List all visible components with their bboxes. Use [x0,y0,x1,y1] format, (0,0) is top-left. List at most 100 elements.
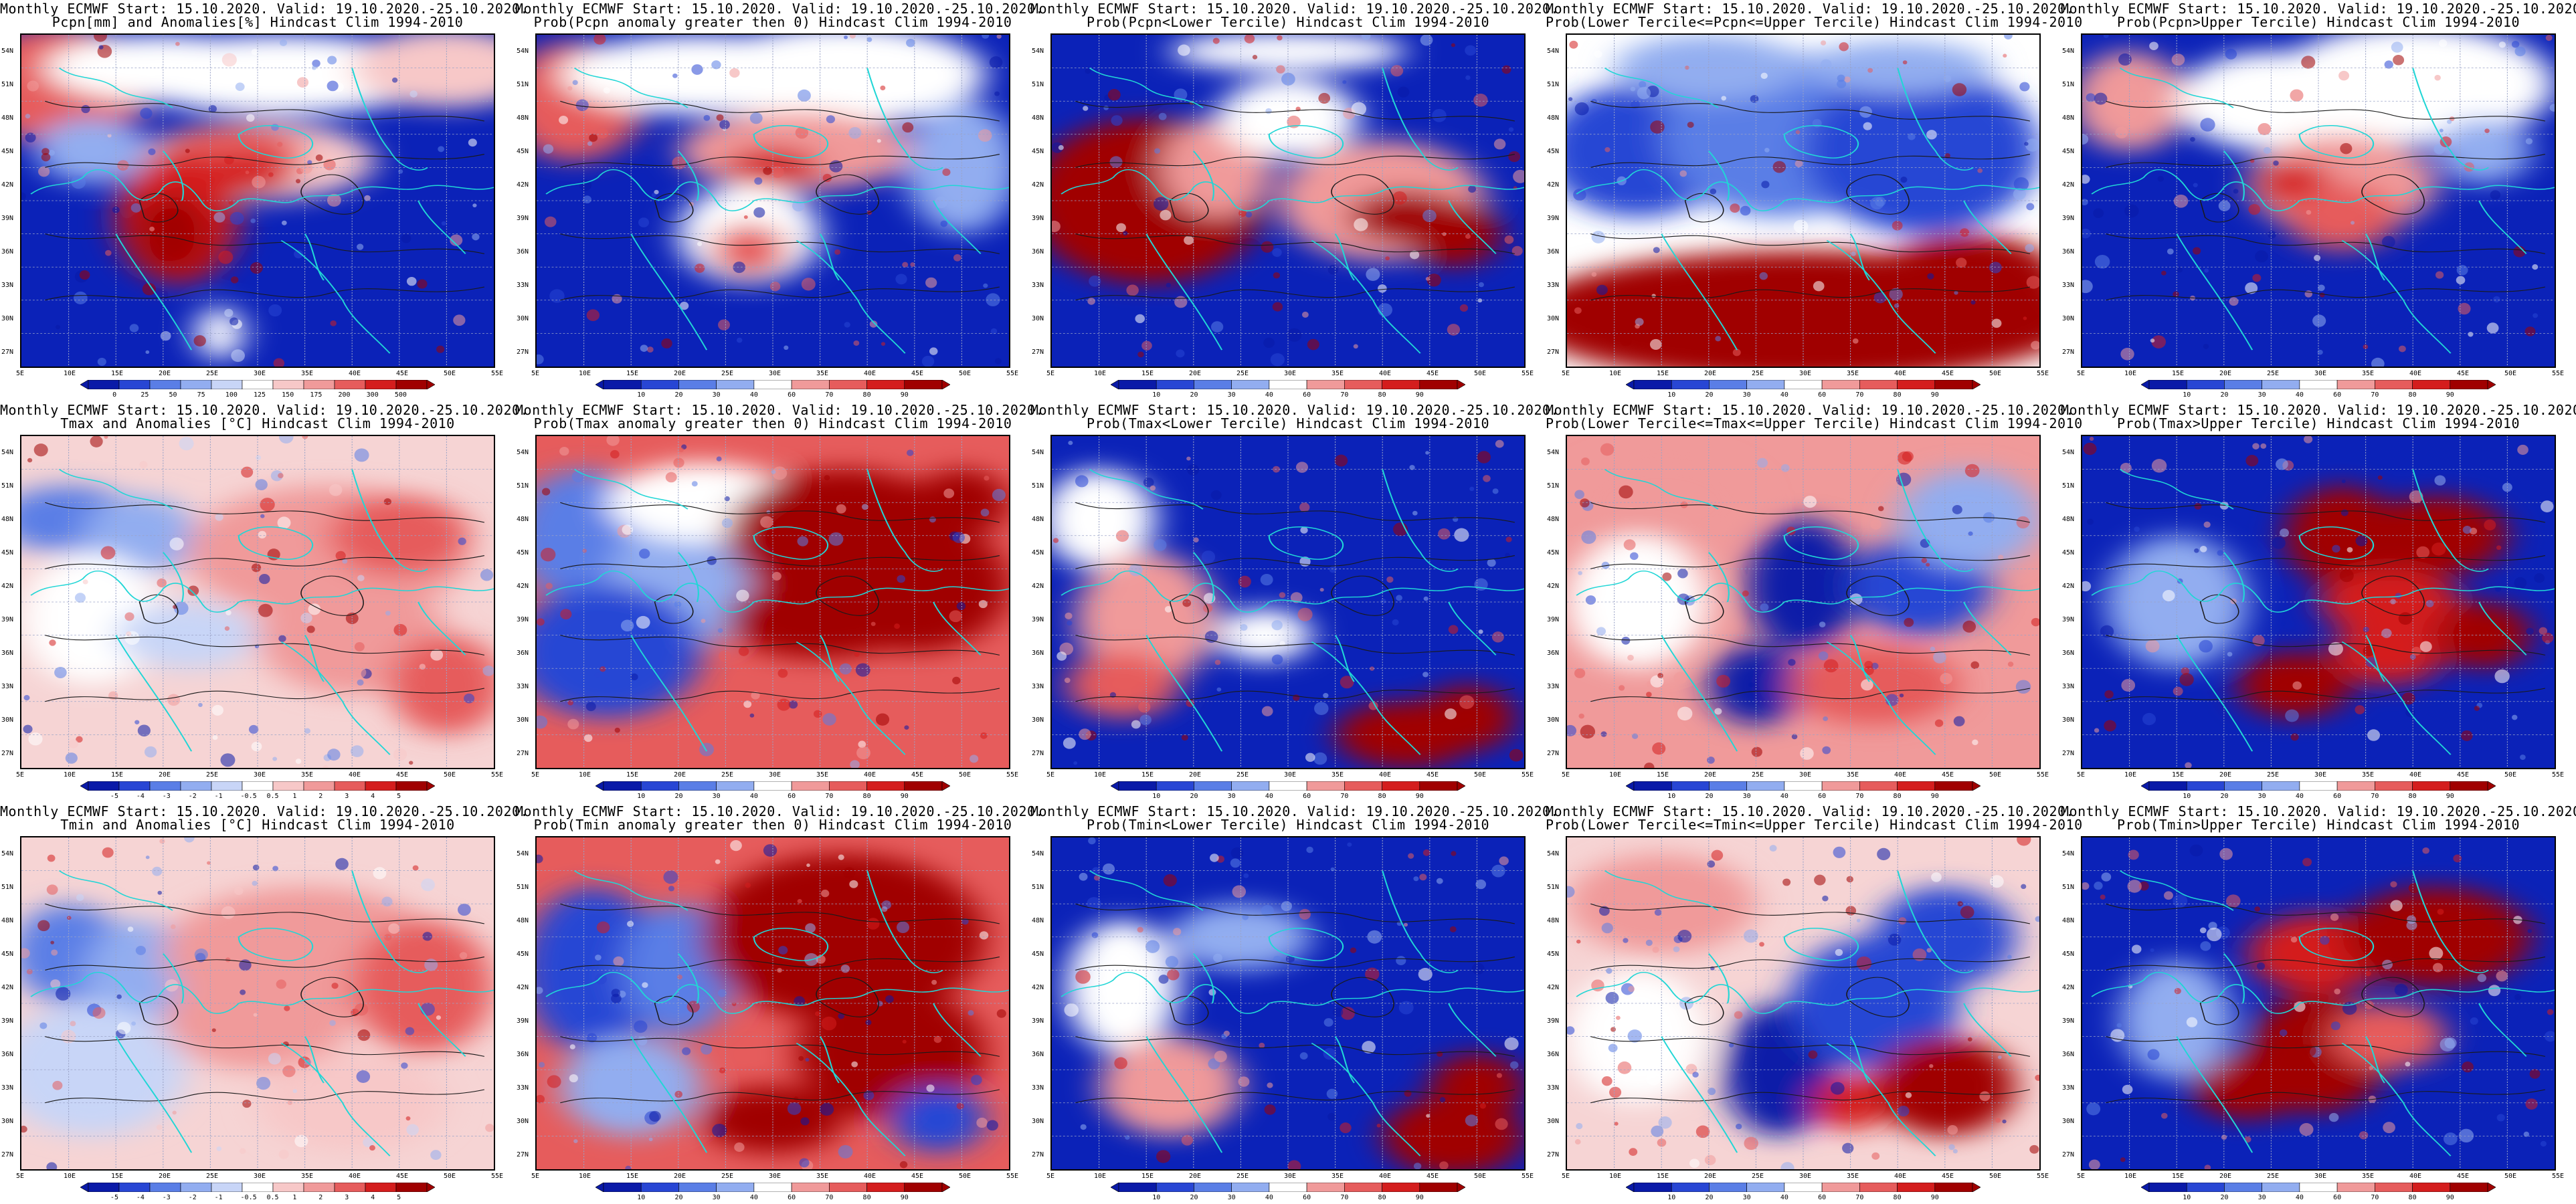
coastline [162,552,184,603]
field-speckle [1604,147,1611,153]
field-speckle [798,1056,804,1062]
lon-tick-label: 50E [2504,370,2517,377]
lat-tick-label: 30N [1547,1118,1560,1125]
field-speckle [2334,988,2340,995]
field-speckle [1475,879,1487,890]
colorbar-segment [395,781,428,791]
field-speckle [880,85,886,91]
field-speckle [1997,1055,2002,1060]
field-speckle [1835,948,1843,957]
lon-tick-label: 10E [2124,370,2137,377]
field-speckle [2082,134,2089,145]
coastline [304,233,325,281]
field-speckle [1628,985,1635,993]
field-speckle [2328,641,2343,656]
field-speckle [1601,922,1613,934]
lon-tick-label: 45E [2457,370,2470,377]
colorbar-label: 70 [2371,391,2379,399]
field-speckle [1238,1076,1250,1087]
field-speckle [679,302,689,310]
field-anomaly-area [163,970,353,1070]
field-speckle [990,328,998,334]
field-speckle [1944,153,1950,159]
field-speckle [169,537,184,550]
colorbar-segment [716,380,755,389]
field-speckle [771,470,776,474]
field-speckle [1079,728,1091,740]
lon-tick-label: 15E [1657,1173,1669,1180]
coastline [819,233,840,281]
lon-tick-label: 25E [1236,771,1249,779]
field-speckle [674,601,682,608]
lon-tick-label: 45E [1942,1173,1954,1180]
field-speckle [1156,1150,1171,1163]
lon-tick-label: 10E [1609,370,1622,377]
contour-line [139,995,179,1025]
coastline [1826,239,1936,354]
field-speckle [295,179,301,184]
colorbar-segment [603,1183,642,1192]
lon-tick-label: 45E [1427,1173,1439,1180]
field-speckle [1214,660,1221,666]
field-speckle [952,676,961,685]
field-speckle [549,289,565,303]
field-speckle [2456,265,2468,276]
field-speckle [2527,928,2533,933]
field-speckle [2199,546,2207,553]
field-speckle [2160,1112,2168,1119]
field-speckle [1216,687,1222,692]
field-speckle [2425,600,2434,607]
lon-tick-label: 15E [1141,1173,1154,1180]
field-speckle [436,345,445,353]
field-speckle [994,358,1002,365]
colorbar-label: 10 [1152,793,1161,800]
field-speckle [2320,936,2330,945]
colorbar-segment [1194,1183,1232,1192]
field-speckle [1639,81,1647,88]
field-speckle [1385,256,1390,261]
contour-line [1590,957,2031,971]
colorbar-segment [334,1183,366,1192]
field-speckle [1340,676,1354,689]
colorbar-segment [303,1183,335,1192]
lat-tick-label: 48N [1547,917,1560,924]
field-speckle [1856,956,1872,971]
field-speckle [751,691,760,700]
field-speckle [1075,970,1091,984]
coastline [162,953,184,1004]
colorbar-label: -2 [188,1194,197,1201]
contour-line [1590,286,2031,301]
field-speckle [2024,142,2029,146]
field-speckle [1149,485,1156,491]
field-speckle [572,80,578,86]
field-speckle [986,293,1000,306]
field-speckle [2173,894,2188,908]
field-speckle [1392,191,1407,205]
lon-tick-label: 25E [1236,370,1249,377]
colorbar-label: 70 [1855,391,1864,399]
field-speckle [2340,142,2353,155]
colorbar-segment [211,380,243,389]
coastline [1382,870,1459,973]
lon-tick-label: 20E [674,1173,686,1180]
colorbar-label: 1 [292,1194,297,1201]
field-speckle [2338,70,2350,81]
field-speckle [485,1124,494,1132]
field-speckle [1902,451,1914,462]
field-speckle [315,154,323,161]
colorbar-arrow-right [1972,781,1981,791]
lat-tick-label: 48N [2062,516,2075,523]
field-speckle [73,291,88,304]
field-speckle [1323,692,1329,698]
field-speckle [2290,89,2304,102]
colorbar-segment [640,1183,679,1192]
colorbar-segment [1419,781,1458,791]
field-speckle [74,593,86,603]
field-speckle [2330,1021,2340,1031]
field-speckle [107,133,112,138]
lon-tick-label: 20E [1704,1173,1717,1180]
map-title-line2: Prob(Pcpn anomaly greater then 0) Hindca… [533,14,1012,30]
colorbar-label: 10 [1152,391,1161,399]
colorbar-label: -2 [188,793,197,800]
map-title-line1: Monthly ECMWF Start: 15.10.2020. Valid: … [1546,803,2075,819]
